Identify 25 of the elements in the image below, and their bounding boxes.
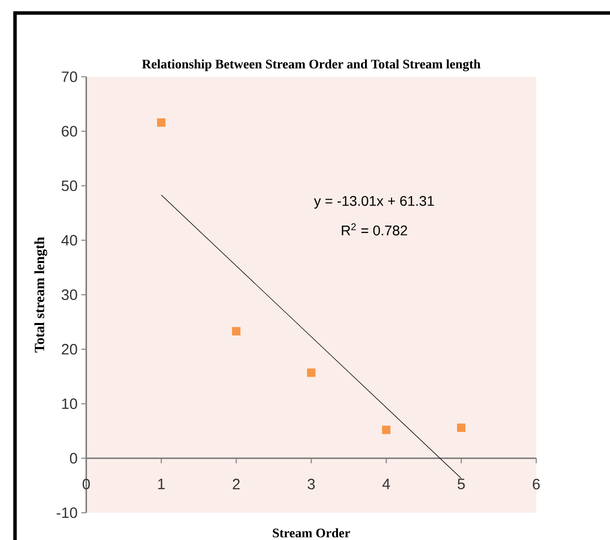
x-tick-label: 5 [458,478,465,490]
point [232,327,240,336]
annotation: R$^{2}$ = 0.782 [342,223,408,236]
y-tick-label: 30 [62,289,78,300]
y-tick-label: -10 [56,507,78,518]
y-tick-label: 0 [70,452,78,464]
y-tick-label: 20 [62,344,78,355]
y-axis-title: Total stream length [34,237,48,352]
point [307,368,316,377]
chart-title: Relationship Between Stream Order and Total Stream length [142,59,480,72]
x-tick-label: 1 [158,478,165,490]
x-tick-label: 2 [232,478,240,490]
x-tick-label: 6 [532,478,540,490]
point [457,424,466,432]
y-tick-label: 60 [62,126,78,137]
y-tick-label: 50 [62,180,78,192]
point [157,118,166,127]
annotation: y = -13.01x + 61.31 [314,196,434,209]
y-tick-label: 40 [61,234,78,246]
y-tick-label: 10 [62,398,78,410]
x-tick-label: 3 [308,478,315,490]
x-tick-label: 4 [382,478,390,490]
x-axis-title: Stream Order [272,528,350,538]
y-tick-label: 70 [62,71,78,82]
point [382,426,390,434]
